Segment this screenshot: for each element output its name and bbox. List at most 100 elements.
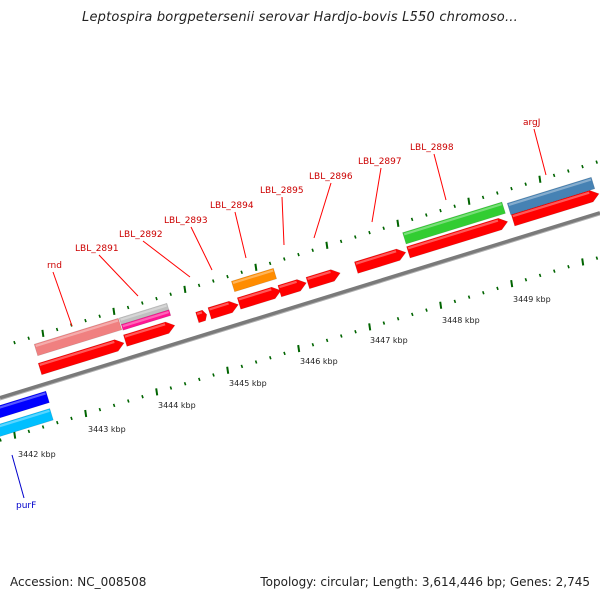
- scale-tick: [581, 258, 585, 266]
- upper-tick: [354, 235, 357, 239]
- upper-tick: [197, 283, 201, 288]
- cds-lbl-2891-lower: [123, 321, 176, 347]
- scale-tick: [425, 308, 428, 312]
- upper-tick: [595, 160, 598, 164]
- upper-tick: [13, 340, 16, 345]
- upper-tick: [552, 173, 556, 178]
- gene-block-lbl-2892-magenta-shine: [122, 311, 169, 328]
- gene-block-lbl-2898: [402, 201, 506, 245]
- scale-tick: [368, 323, 372, 331]
- upper-tick: [439, 208, 442, 213]
- upper-tick: [581, 164, 584, 169]
- cds-lbl-2893: [207, 300, 239, 320]
- gene-label-lbl-2896[interactable]: LBL_2896: [309, 172, 353, 182]
- scale-tick: [240, 364, 244, 369]
- upper-tick: [325, 241, 329, 249]
- gene-block-lbl-2894-shape: [230, 267, 278, 293]
- cds-lbl-2890-lower-shine: [39, 340, 115, 366]
- cds-lbl-2894-shine: [238, 288, 272, 301]
- upper-tick: [382, 226, 385, 230]
- genome-summary-text: Topology: circular; Length: 3,614,446 bp…: [260, 575, 590, 589]
- gene-label-argj[interactable]: argJ: [523, 118, 540, 128]
- leader-line: [98, 254, 139, 297]
- cds-lbl-2895-shine: [279, 280, 297, 289]
- gene-label-purf[interactable]: purF: [16, 501, 36, 511]
- scale-tick: [311, 342, 315, 347]
- backbone-line: [0, 211, 600, 400]
- gene-block-purf-cyan-shape: [0, 408, 54, 440]
- gene-block-purf-cyan-shine: [0, 409, 50, 431]
- cds-lbl-2896-shape: [305, 269, 341, 290]
- scale-tick: [13, 431, 17, 439]
- gene-label-lbl-2894[interactable]: LBL_2894: [210, 201, 254, 211]
- upper-tick: [84, 318, 87, 323]
- upper-tick: [41, 329, 45, 337]
- upper-tick: [141, 301, 144, 305]
- kbp-labels: 3442 kbp 3443 kbp 3444 kbp 3445 kbp 3446…: [18, 295, 551, 459]
- accession-text: Accession: NC_008508: [10, 575, 147, 589]
- leader-line: [433, 153, 447, 201]
- gene-block-lbl-2898-shine: [403, 203, 502, 236]
- kbp-label: 3445 kbp: [229, 379, 267, 388]
- upper-tick: [240, 270, 243, 274]
- gene-block-rnd: [33, 317, 123, 357]
- cds-lbl-2893-shine: [209, 302, 229, 311]
- gene-block-lbl-2894-shine: [232, 269, 274, 284]
- leader-line: [533, 128, 547, 176]
- cds-small: [195, 309, 208, 324]
- gene-block-lbl-2892-magenta: [120, 309, 172, 331]
- scale-tick: [155, 388, 159, 396]
- gene-label-lbl-2892[interactable]: LBL_2892: [119, 230, 163, 240]
- upper-tick: [98, 314, 101, 319]
- upper-tick: [297, 252, 300, 257]
- scale-tick: [254, 360, 258, 364]
- gene-block-rnd-shape: [33, 317, 123, 357]
- scale-tick: [183, 381, 187, 386]
- cds-lbl-2894: [236, 286, 282, 310]
- gene-label-lbl-2893[interactable]: LBL_2893: [164, 216, 208, 226]
- gene-label-lbl-2891[interactable]: LBL_2891: [75, 244, 119, 254]
- map-title: Leptospira borgpetersenii serovar Hardjo…: [82, 10, 518, 25]
- gene-label-lbl-2895[interactable]: LBL_2895: [260, 186, 304, 196]
- upper-tick: [510, 186, 513, 191]
- leader-line: [142, 240, 191, 278]
- kbp-label: 3448 kbp: [442, 316, 480, 325]
- cds-lbl-2891-lower-shine: [124, 323, 166, 338]
- upper-tick: [226, 274, 229, 279]
- scale-tick: [496, 286, 499, 291]
- scale-tick: [141, 394, 144, 399]
- upper-tick: [169, 292, 172, 296]
- scale-tick: [439, 301, 443, 309]
- upper-tick: [467, 197, 471, 205]
- scale-ticks: [0, 256, 599, 442]
- scale-tick: [510, 279, 514, 288]
- cds-lbl-2898-shape: [406, 217, 509, 259]
- scale-tick: [70, 416, 73, 421]
- dotted-ticks-upper: [13, 160, 598, 345]
- upper-tick: [524, 182, 527, 186]
- upper-tick: [212, 279, 215, 283]
- upper-tick: [155, 296, 158, 301]
- scale-tick: [595, 256, 599, 260]
- scale-tick: [112, 403, 116, 408]
- gene-label-lbl-2897[interactable]: LBL_2897: [358, 157, 402, 167]
- scale-tick: [538, 273, 542, 278]
- upper-tick: [27, 336, 30, 341]
- upper-tick: [368, 230, 371, 235]
- gene-labels: rnd LBL_2891 LBL_2892 LBL_2893 LBL_2894 …: [16, 118, 540, 511]
- scale-tick: [567, 265, 570, 269]
- leader-line: [371, 167, 382, 223]
- scale-tick: [453, 299, 457, 304]
- scale-tick: [127, 399, 130, 403]
- upper-tick: [112, 307, 116, 315]
- gene-block-purf-blue-shape: [0, 390, 50, 422]
- scale-tick: [482, 290, 485, 295]
- scale-tick: [269, 355, 272, 360]
- leader-line: [234, 211, 247, 259]
- gene-block-purf-cyan: [0, 408, 54, 440]
- gene-label-lbl-2898[interactable]: LBL_2898: [410, 143, 454, 153]
- scale-tick: [283, 351, 286, 356]
- gene-label-rnd[interactable]: rnd: [47, 261, 62, 271]
